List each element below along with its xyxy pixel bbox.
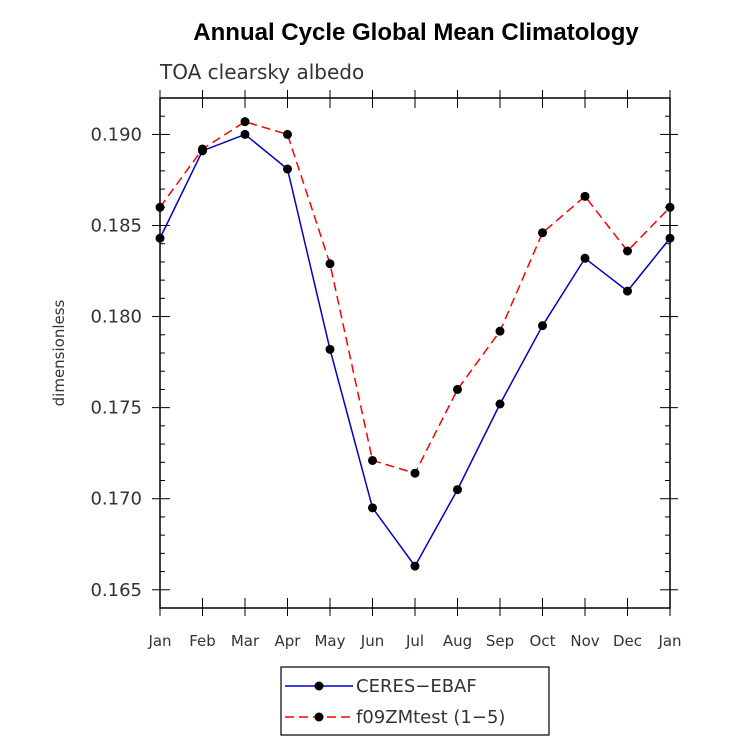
data-point	[368, 503, 377, 513]
x-tick-label: Oct	[530, 632, 556, 650]
axis-ticks	[152, 90, 678, 616]
data-point	[198, 144, 207, 154]
x-tick-label: May	[314, 632, 345, 650]
data-point	[240, 129, 250, 139]
x-tick-label: Mar	[231, 632, 260, 650]
data-point	[410, 561, 420, 571]
x-tick-label: Jul	[405, 632, 424, 650]
data-point	[580, 253, 590, 263]
data-point	[623, 286, 632, 296]
y-tick-label: 0.175	[90, 398, 142, 419]
data-point	[453, 384, 462, 394]
x-tick-labels: Jan Feb Mar Apr May Jun Jul Aug Sep Oct Nov Dec Jan	[147, 632, 681, 650]
legend-label: CERES−EBAF	[356, 676, 477, 697]
x-tick-label: Jan	[657, 632, 681, 650]
data-point	[495, 326, 505, 336]
y-tick-label: 0.180	[90, 307, 142, 328]
x-tick-label: Jun	[360, 632, 384, 650]
data-point	[538, 321, 547, 331]
data-point	[368, 455, 377, 465]
y-tick-labels: 0.165 0.170 0.175 0.180 0.185 0.190	[90, 124, 142, 600]
data-point	[283, 129, 292, 139]
y-axis-label: dimensionless	[50, 299, 68, 406]
data-point	[623, 246, 632, 256]
data-point	[495, 399, 505, 409]
series-2	[155, 117, 675, 478]
data-point	[580, 191, 590, 201]
chart-subtitle: TOA clearsky albedo	[159, 60, 364, 84]
legend-marker	[314, 712, 324, 722]
data-point	[453, 485, 462, 495]
data-point	[325, 259, 335, 269]
data-point	[538, 228, 547, 238]
y-tick-label: 0.165	[90, 580, 142, 601]
plot-frame	[159, 97, 671, 609]
data-point	[240, 117, 250, 127]
data-point	[410, 468, 420, 478]
legend-box	[280, 666, 550, 736]
legend-label: f09ZMtest (1−5)	[356, 707, 505, 728]
legend-marker	[314, 681, 324, 691]
y-tick-label: 0.170	[90, 489, 142, 510]
series-layer	[155, 117, 675, 571]
data-point	[283, 164, 292, 174]
series-1	[155, 129, 675, 571]
x-tick-label: Feb	[189, 632, 216, 650]
x-tick-label: Dec	[613, 632, 642, 650]
y-tick-label: 0.190	[90, 124, 142, 145]
x-tick-label: Nov	[570, 632, 599, 650]
data-point	[325, 344, 335, 354]
x-tick-label: Apr	[275, 632, 302, 650]
x-tick-label: Jan	[147, 632, 171, 650]
x-tick-label: Aug	[443, 632, 472, 650]
y-tick-label: 0.185	[90, 216, 142, 237]
series-line	[159, 133, 671, 568]
series-line	[159, 120, 671, 475]
x-tick-label: Sep	[486, 632, 514, 650]
legend: CERES−EBAF f09ZMtest (1−5)	[280, 666, 550, 736]
chart-title: Annual Cycle Global Mean Climatology	[193, 19, 639, 46]
